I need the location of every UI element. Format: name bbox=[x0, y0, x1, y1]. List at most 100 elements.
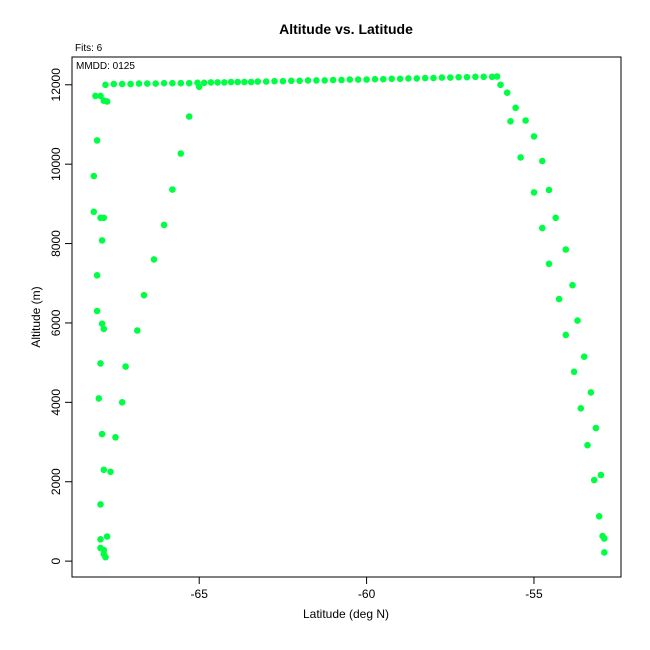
data-point bbox=[90, 172, 98, 180]
data-point bbox=[169, 79, 176, 87]
data-point bbox=[169, 186, 176, 193]
data-point bbox=[90, 208, 98, 216]
data-point bbox=[354, 76, 362, 83]
data-point bbox=[396, 75, 404, 83]
data-point bbox=[221, 79, 228, 86]
data-point bbox=[110, 80, 118, 88]
data-point bbox=[185, 113, 193, 120]
x-tick-label: -65 bbox=[191, 587, 209, 601]
data-point bbox=[140, 291, 148, 299]
y-tick-label: 12000 bbox=[49, 68, 63, 102]
data-point bbox=[574, 317, 581, 324]
data-point bbox=[497, 81, 504, 89]
y-tick-label: 0 bbox=[49, 557, 63, 564]
data-point bbox=[262, 78, 270, 85]
y-tick-label: 8000 bbox=[49, 230, 63, 257]
data-point bbox=[271, 77, 278, 85]
y-axis-label: Altitude (m) bbox=[29, 286, 43, 347]
data-point bbox=[595, 513, 603, 520]
data-point bbox=[421, 74, 429, 82]
data-point bbox=[118, 80, 126, 88]
data-point bbox=[530, 133, 538, 140]
data-point bbox=[100, 325, 108, 333]
data-point bbox=[601, 549, 608, 556]
data-point bbox=[580, 353, 588, 361]
data-point bbox=[545, 186, 553, 194]
data-point bbox=[455, 73, 462, 81]
data-point bbox=[493, 73, 501, 80]
data-point bbox=[177, 150, 185, 157]
data-point bbox=[587, 389, 595, 396]
data-point bbox=[98, 237, 106, 244]
x-tick-label: -55 bbox=[525, 587, 543, 601]
data-point bbox=[539, 224, 546, 232]
chart-title: Altitude vs. Latitude bbox=[279, 21, 413, 37]
x-axis-label: Latitude (deg N) bbox=[303, 607, 389, 621]
data-point bbox=[539, 157, 546, 165]
data-point bbox=[152, 80, 159, 87]
data-point bbox=[279, 77, 287, 85]
data-point bbox=[371, 75, 379, 83]
data-point bbox=[430, 74, 437, 82]
data-point bbox=[97, 501, 104, 508]
data-point bbox=[100, 214, 108, 222]
data-point bbox=[97, 92, 104, 100]
data-point bbox=[570, 368, 578, 376]
data-point bbox=[127, 80, 134, 88]
data-point bbox=[601, 535, 608, 542]
y-tick-label: 6000 bbox=[49, 309, 63, 336]
data-point bbox=[592, 424, 600, 432]
data-point bbox=[555, 295, 563, 303]
data-point bbox=[522, 117, 529, 124]
data-point bbox=[93, 137, 101, 144]
data-point bbox=[517, 154, 524, 161]
data-point bbox=[150, 256, 158, 263]
plot-frame bbox=[71, 56, 622, 578]
data-point bbox=[227, 78, 235, 86]
data-point bbox=[247, 78, 255, 86]
data-point bbox=[472, 73, 479, 81]
data-point bbox=[102, 81, 109, 89]
data-point bbox=[530, 189, 538, 196]
x-tick-label: -60 bbox=[358, 587, 376, 601]
data-point bbox=[100, 466, 108, 474]
data-point bbox=[296, 77, 303, 85]
data-point bbox=[363, 76, 370, 83]
data-point bbox=[590, 476, 598, 484]
data-point bbox=[329, 76, 337, 84]
data-point bbox=[234, 78, 241, 86]
y-tick-label: 4000 bbox=[49, 389, 63, 416]
data-point bbox=[144, 80, 151, 87]
data-point bbox=[488, 73, 496, 81]
mmdd-annotation: MMDD: 0125 bbox=[76, 61, 135, 72]
data-point bbox=[304, 77, 312, 84]
data-point bbox=[584, 441, 591, 449]
fits-annotation: Fits: 6 bbox=[75, 43, 103, 54]
data-point bbox=[562, 331, 570, 339]
data-point bbox=[346, 76, 354, 83]
data-point bbox=[177, 79, 185, 87]
y-tick-label: 2000 bbox=[49, 468, 63, 495]
data-point bbox=[388, 75, 396, 83]
data-point bbox=[569, 281, 576, 289]
data-point bbox=[122, 363, 129, 370]
data-point bbox=[405, 75, 412, 82]
data-point bbox=[338, 76, 345, 84]
data-point bbox=[98, 320, 106, 328]
data-points bbox=[90, 73, 608, 561]
data-point bbox=[241, 78, 248, 86]
data-point bbox=[562, 246, 570, 253]
data-point bbox=[103, 533, 111, 540]
data-point bbox=[200, 79, 208, 87]
x-axis: -65 -60 -55 bbox=[191, 576, 543, 601]
data-point bbox=[93, 307, 101, 315]
data-point bbox=[447, 74, 454, 81]
data-point bbox=[413, 75, 421, 82]
data-point bbox=[195, 83, 203, 91]
data-point bbox=[507, 118, 514, 125]
data-point bbox=[95, 395, 103, 402]
data-point bbox=[207, 79, 215, 86]
data-point bbox=[112, 434, 119, 441]
data-point bbox=[313, 77, 320, 84]
